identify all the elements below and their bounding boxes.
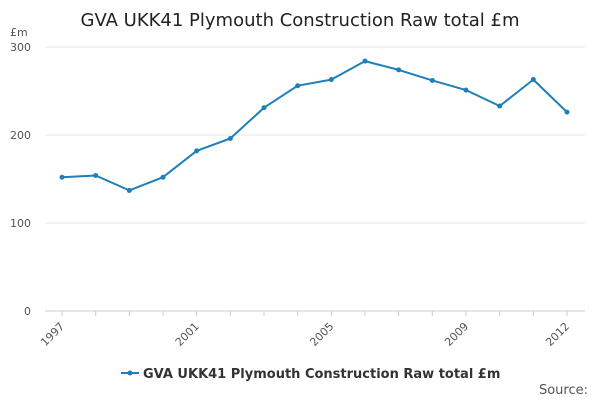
data-point-2000[interactable] [160, 174, 166, 180]
data-series [59, 58, 570, 193]
x-tick-label-2012: 2012 [543, 320, 572, 349]
data-point-1997[interactable] [59, 174, 65, 180]
legend[interactable]: GVA UKK41 Plymouth Construction Raw tota… [121, 367, 500, 382]
x-tick-label-2005: 2005 [307, 320, 336, 349]
x-tick-label-1997: 1997 [38, 320, 67, 349]
legend-series-label: GVA UKK41 Plymouth Construction Raw tota… [143, 367, 500, 382]
y-tick-label-200: 200 [10, 129, 31, 142]
chart-title: GVA UKK41 Plymouth Construction Raw tota… [81, 10, 520, 31]
data-point-2012[interactable] [564, 109, 570, 115]
data-point-2005[interactable] [328, 77, 334, 83]
y-axis-ticks: 0 100 200 300 [10, 41, 31, 318]
data-point-2010[interactable] [497, 103, 503, 109]
x-tick-label-2009: 2009 [442, 320, 471, 349]
data-point-2009[interactable] [463, 87, 469, 93]
data-point-2008[interactable] [429, 77, 435, 83]
legend-point-marker [127, 370, 133, 376]
data-point-1999[interactable] [126, 187, 132, 193]
x-tick-label-2001: 2001 [173, 320, 202, 349]
data-point-2011[interactable] [530, 77, 536, 83]
gridlines [45, 46, 585, 224]
x-axis: 1997 2001 2005 2009 2012 [38, 310, 585, 349]
data-point-1998[interactable] [93, 172, 99, 178]
y-tick-label-0: 0 [24, 305, 31, 318]
data-point-2001[interactable] [194, 148, 200, 154]
data-point-2006[interactable] [362, 58, 368, 64]
data-point-2003[interactable] [261, 105, 267, 111]
y-tick-label-300: 300 [10, 41, 31, 54]
y-tick-label-100: 100 [10, 217, 31, 230]
series-line-0 [61, 60, 568, 192]
source-label: Source: [539, 383, 588, 398]
data-point-2002[interactable] [227, 136, 233, 142]
y-axis-unit-label: £m [10, 26, 28, 39]
data-point-2004[interactable] [295, 83, 301, 89]
data-point-2007[interactable] [396, 67, 402, 73]
